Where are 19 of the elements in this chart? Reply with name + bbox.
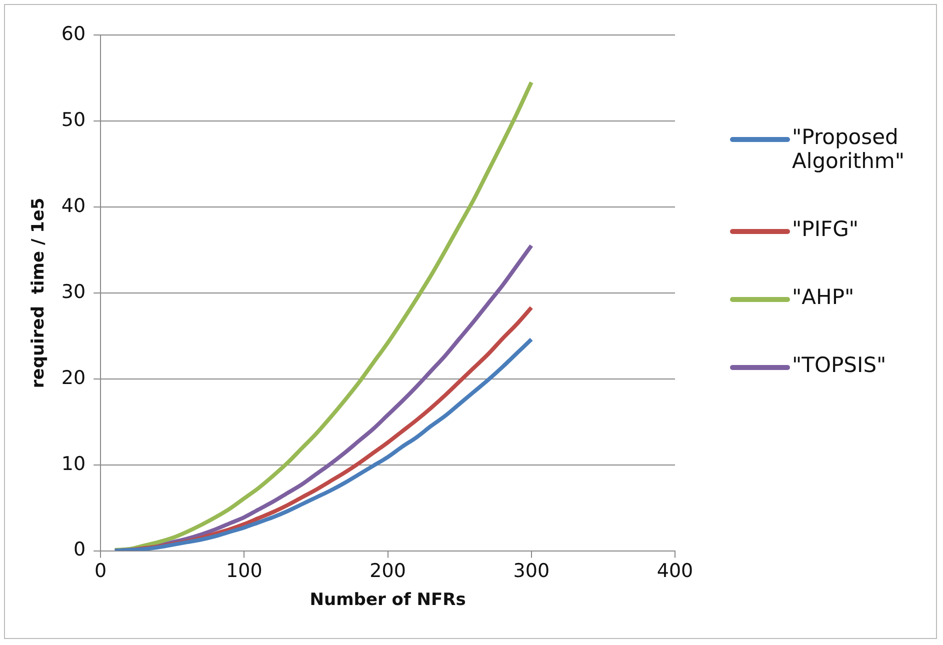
legend-label: "TOPSIS" [792,353,886,377]
legend-label: "AHP" [792,285,854,309]
y-tick-label: 60 [61,22,86,45]
legend-label: "PIFG" [792,217,859,241]
y-tick-label: 10 [61,452,86,475]
legend-label: "Proposed Algorithm" [792,125,906,173]
y-tick-label: 20 [61,366,86,389]
y-axis-title: required time / 1e5 [28,198,49,388]
y-tick-label: 30 [61,280,86,303]
x-axis-title: Number of NFRs [310,590,466,610]
x-tick-label: 400 [656,560,694,582]
y-tick-label: 0 [73,538,86,561]
x-tick-label: 300 [513,560,550,582]
y-tick-label: 40 [61,194,86,217]
y-tick-label: 50 [61,108,86,131]
x-tick-label: 0 [94,560,107,582]
line-series [112,80,534,551]
x-tick-label: 200 [370,560,406,582]
x-tick-label: 100 [226,560,262,582]
